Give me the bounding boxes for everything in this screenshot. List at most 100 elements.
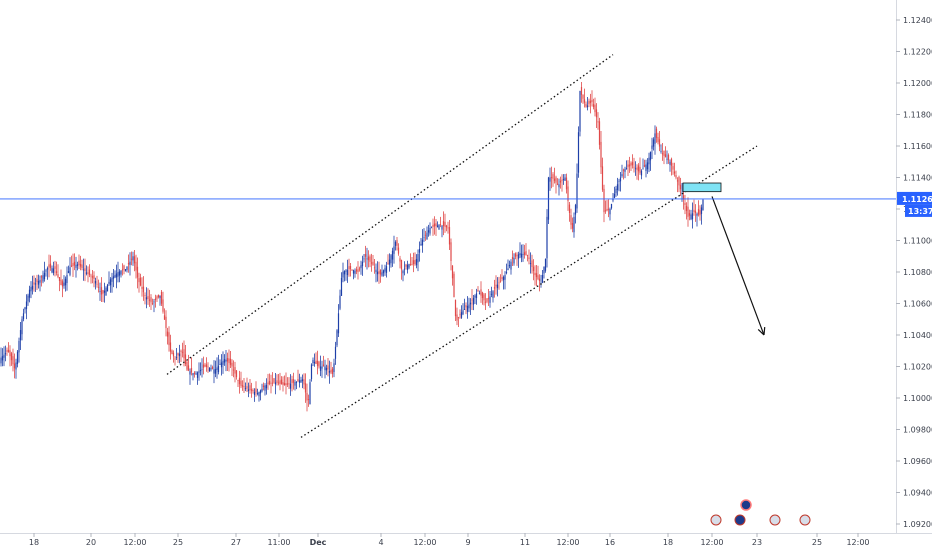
- candle: [205, 357, 208, 372]
- us-flag-icon[interactable]: [769, 514, 781, 526]
- candle: [553, 167, 556, 184]
- candle: [288, 377, 290, 389]
- candle: [525, 243, 527, 256]
- candle: [691, 202, 694, 229]
- candle: [325, 364, 328, 375]
- candle: [19, 322, 22, 350]
- candle: [472, 295, 475, 311]
- y-tick-label: 1.11400: [903, 174, 932, 183]
- candles: [0, 82, 704, 412]
- candle: [441, 225, 443, 238]
- candle: [283, 375, 286, 386]
- candle: [535, 265, 538, 287]
- candle: [670, 157, 673, 176]
- channel-upper-line[interactable]: [166, 54, 614, 375]
- candle: [571, 217, 574, 233]
- candle: [142, 276, 145, 301]
- us-flag-icon[interactable]: [734, 514, 746, 526]
- candle: [537, 265, 539, 281]
- candle: [213, 360, 215, 384]
- candle: [618, 178, 620, 192]
- candle: [249, 379, 251, 394]
- candle: [58, 277, 61, 292]
- y-tick-label: 1.11000: [903, 237, 932, 246]
- candle: [600, 131, 602, 174]
- candle: [156, 295, 158, 302]
- candle: [543, 266, 545, 279]
- candle: [133, 250, 136, 272]
- candle: [421, 229, 424, 253]
- candle: [510, 259, 512, 275]
- candle: [576, 163, 578, 213]
- candle: [405, 263, 407, 270]
- candle: [42, 270, 44, 284]
- candle: [658, 130, 661, 152]
- candle: [138, 272, 140, 293]
- candle: [400, 259, 403, 280]
- candle: [643, 159, 646, 168]
- candle: [322, 355, 325, 367]
- resistance-zone-box[interactable]: [682, 182, 722, 193]
- candle: [688, 209, 691, 221]
- candle: [93, 271, 95, 288]
- candle: [222, 351, 224, 374]
- candle: [37, 274, 40, 289]
- candle: [342, 262, 344, 283]
- candle: [61, 279, 64, 298]
- candle: [229, 351, 232, 368]
- candle: [108, 271, 110, 286]
- candle: [526, 254, 529, 262]
- candle: [69, 257, 71, 277]
- candle: [664, 146, 667, 158]
- y-tick-label: 1.10000: [903, 394, 932, 403]
- candle: [492, 290, 494, 303]
- candle: [118, 269, 121, 283]
- candle: [484, 293, 487, 311]
- event-markers[interactable]: [710, 499, 811, 526]
- candle: [171, 349, 173, 355]
- candle: [460, 305, 463, 319]
- candle: [700, 204, 703, 225]
- candle: [456, 307, 458, 326]
- candle: [237, 379, 239, 388]
- candle: [385, 261, 388, 278]
- candle: [375, 263, 377, 283]
- candle: [583, 88, 586, 108]
- candle: [49, 255, 52, 271]
- candle: [673, 162, 676, 177]
- candle: [111, 272, 113, 293]
- candle: [501, 269, 503, 282]
- candle: [174, 356, 176, 366]
- candle: [51, 265, 53, 274]
- candle: [378, 261, 380, 284]
- candle: [580, 82, 583, 103]
- countdown-tag: [905, 204, 932, 217]
- candle: [520, 244, 523, 263]
- candle: [585, 101, 587, 108]
- candle: [211, 365, 214, 370]
- x-tick-label: 9: [465, 538, 470, 547]
- candle: [286, 377, 289, 388]
- candle: [610, 203, 613, 210]
- candle: [43, 261, 46, 282]
- candle: [508, 260, 511, 269]
- us-flag-icon[interactable]: [710, 514, 722, 526]
- y-tick-label: 1.10600: [903, 300, 932, 309]
- x-tick-label: 12:00: [123, 538, 146, 547]
- candle: [562, 174, 565, 185]
- candle: [352, 269, 355, 280]
- candle: [91, 269, 94, 284]
- candle: [195, 371, 197, 375]
- candle: [451, 265, 454, 286]
- candle: [628, 156, 631, 173]
- candle: [300, 376, 302, 384]
- candle: [270, 374, 272, 394]
- projection-arrow[interactable]: [711, 196, 766, 336]
- candle: [412, 252, 415, 273]
- us-flag-icon[interactable]: [799, 514, 811, 526]
- x-tick-label: 12:00: [700, 538, 723, 547]
- event-marker-icon[interactable]: [740, 499, 752, 511]
- candle: [592, 98, 595, 110]
- candle: [468, 297, 470, 313]
